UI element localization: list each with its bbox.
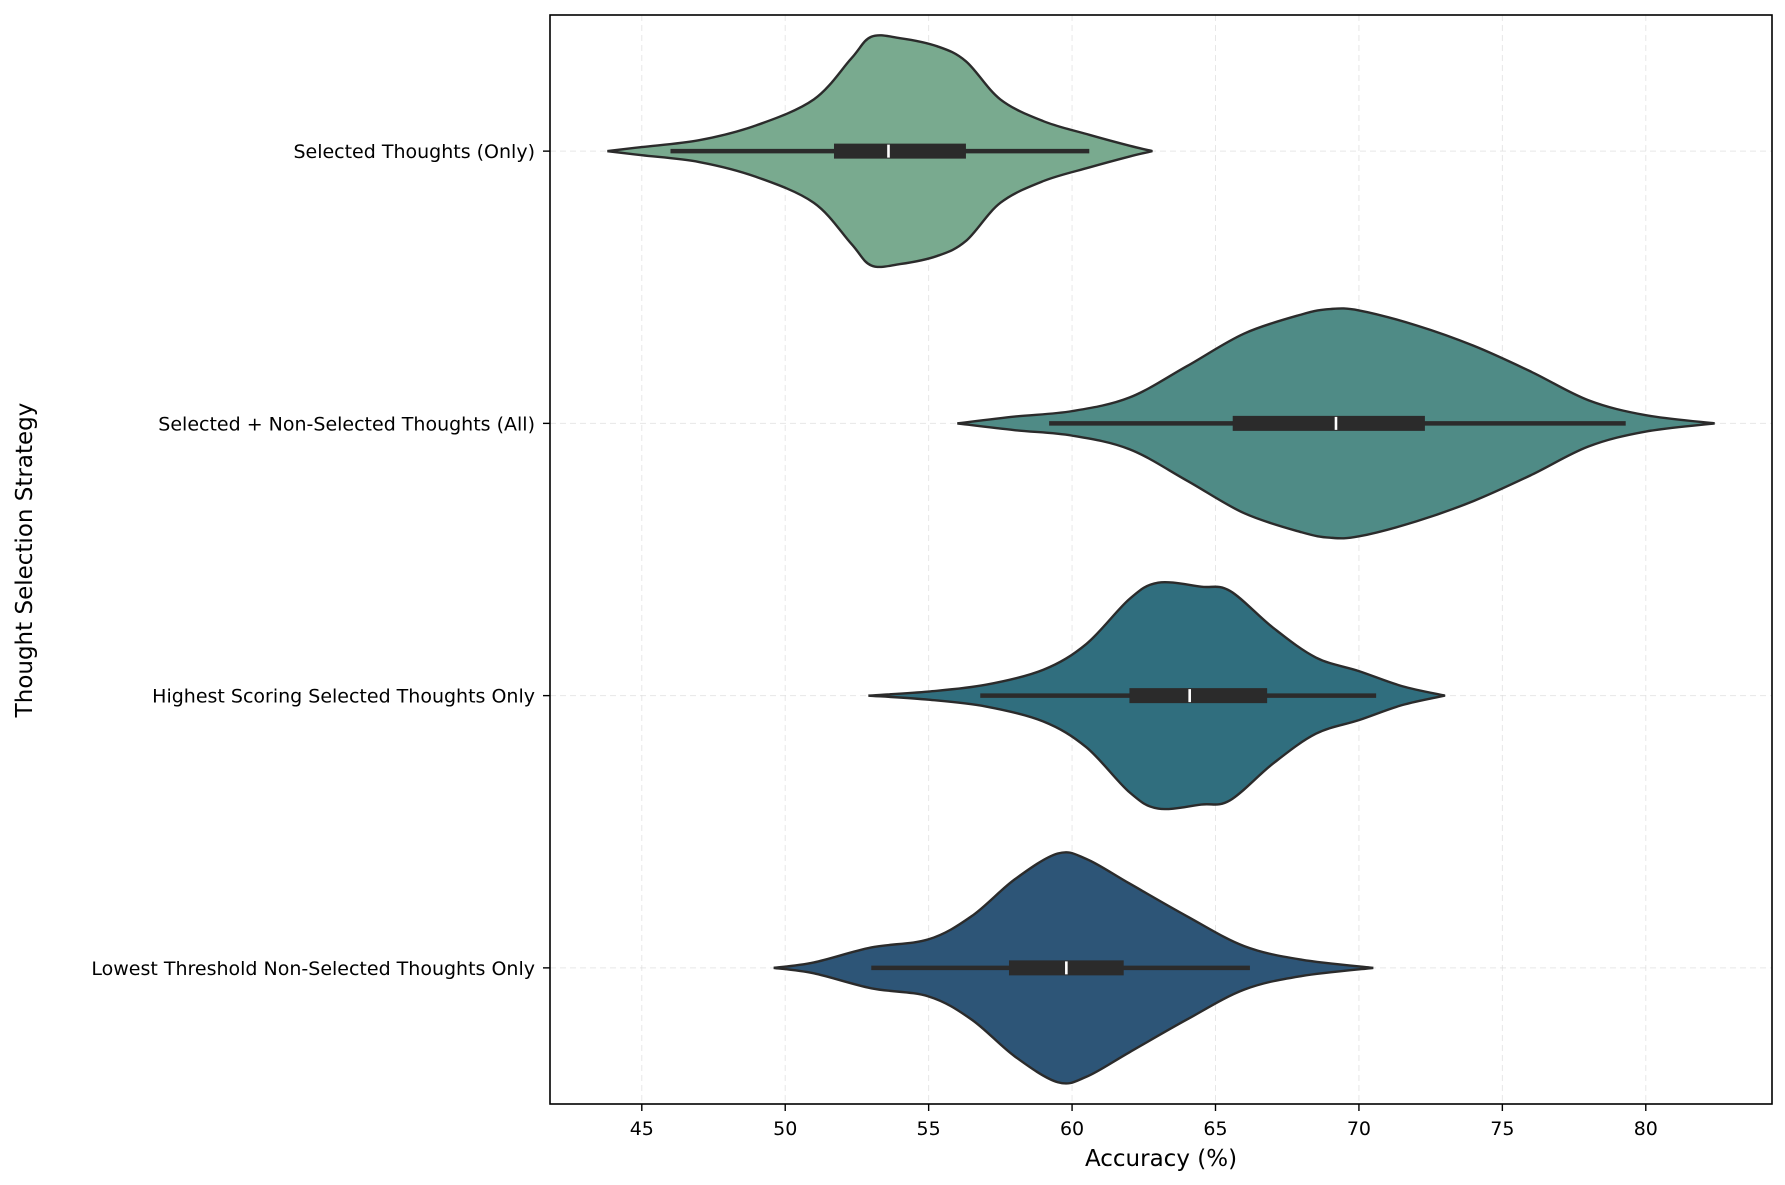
plot-frame <box>549 14 1773 1105</box>
y-tick-label: Lowest Threshold Non-Selected Thoughts O… <box>91 958 535 980</box>
x-tick-label: 45 <box>630 1118 654 1140</box>
y-tick-label: Selected Thoughts (Only) <box>293 141 535 163</box>
x-tick-label: 60 <box>1060 1118 1084 1140</box>
x-tick-label: 80 <box>1634 1118 1658 1140</box>
y-axis-title: Thought Selection Strategy <box>12 403 38 719</box>
x-axis-title: Accuracy (%) <box>1085 1146 1237 1172</box>
x-tick-label: 75 <box>1490 1118 1514 1140</box>
x-tick-label: 50 <box>773 1118 797 1140</box>
y-tick-label: Highest Scoring Selected Thoughts Only <box>152 686 535 708</box>
violins <box>607 34 1715 1085</box>
violin-iqr-box <box>833 143 966 159</box>
violin-iqr-box <box>1129 688 1268 704</box>
x-tick-label: 55 <box>917 1118 941 1140</box>
x-tick-label: 70 <box>1347 1118 1371 1140</box>
y-tick-label: Selected + Non-Selected Thoughts (All) <box>158 413 535 435</box>
violin-iqr-box <box>1232 415 1425 431</box>
axes-ticks: 45 50 55 60 65 70 75 80 Selected Thoughts (Only)… <box>91 141 1658 1140</box>
x-tick-label: 65 <box>1203 1118 1227 1140</box>
